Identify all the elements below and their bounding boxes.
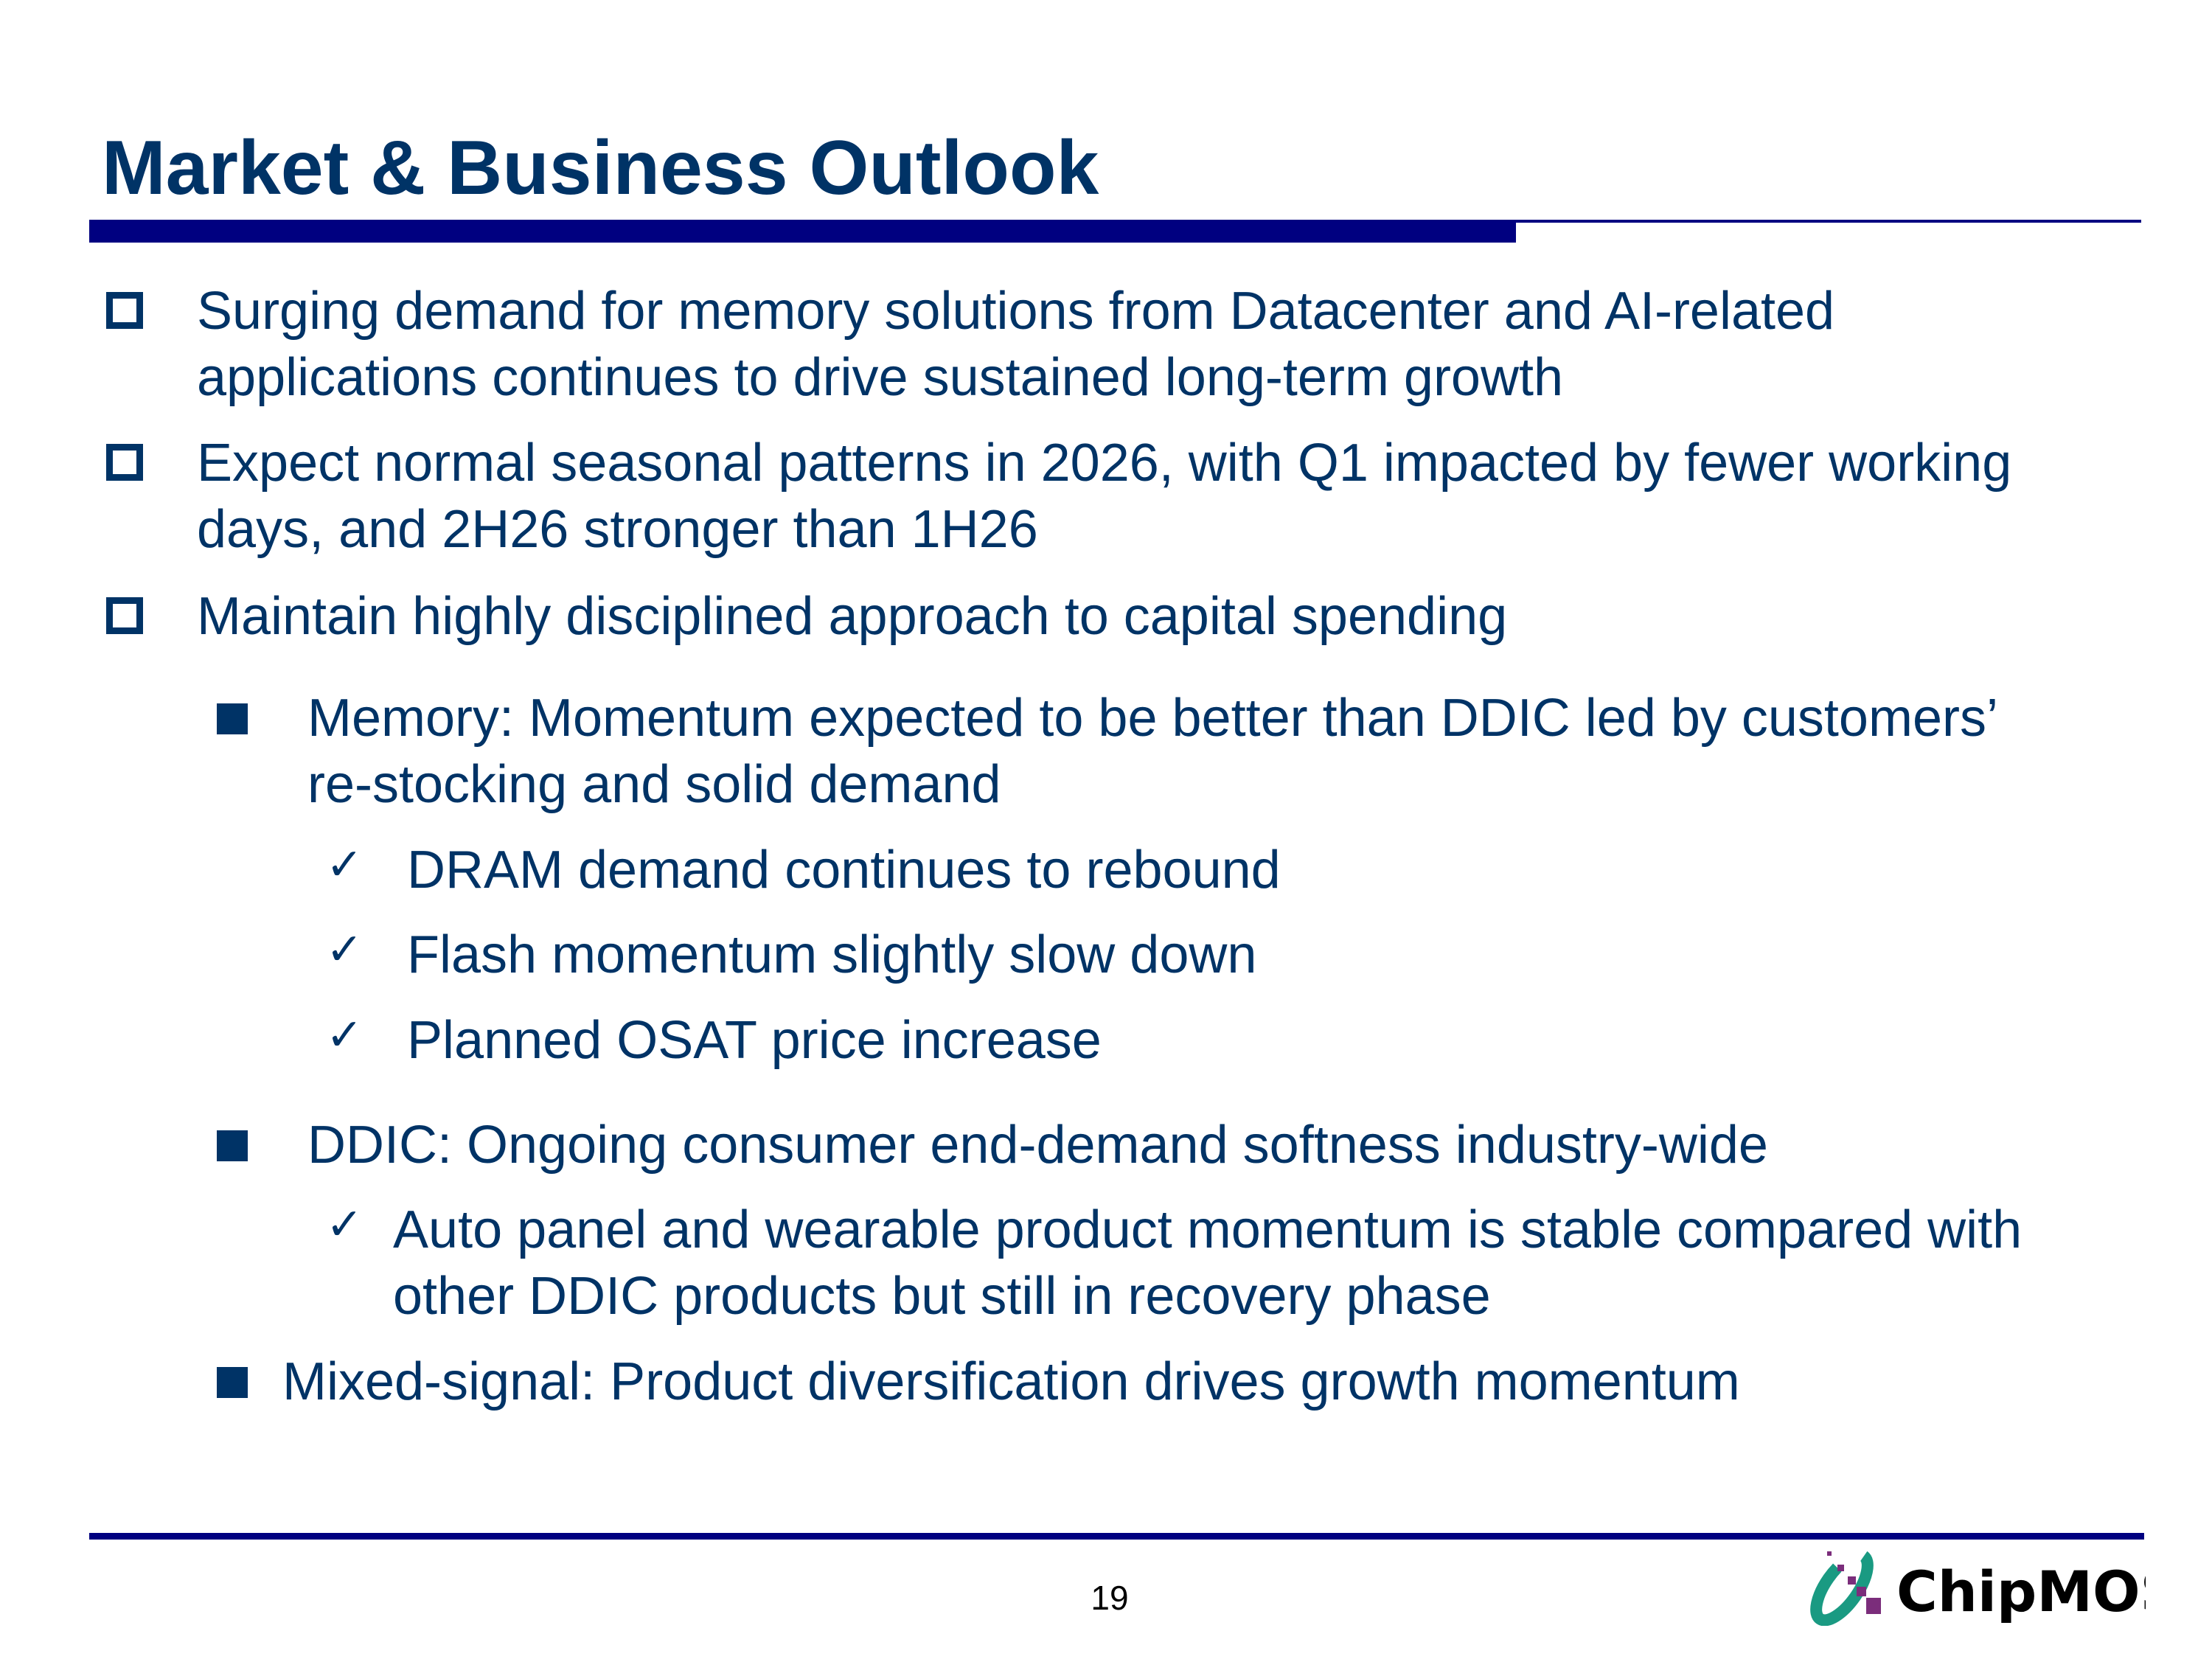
check-item: Flash momentum slightly slow down — [407, 925, 1257, 984]
bullet-line: Maintain highly disciplined approach to … — [197, 587, 1508, 646]
checkmark-icon: ✓ — [326, 839, 364, 891]
check-item: Auto panel and wearable product momentum… — [393, 1197, 2022, 1329]
bullet-line: Auto panel and wearable product momentum… — [393, 1200, 2023, 1259]
check-item: Planned OSAT price increase — [407, 1011, 1102, 1070]
bullet-item: Maintain highly disciplined approach to … — [197, 583, 1507, 650]
sub-bullet-item: Mixed-signal: Product diversification dr… — [282, 1352, 1740, 1411]
chipmos-logo: ChipMOS — [1810, 1548, 2146, 1626]
logo-text: ChipMOS — [1896, 1559, 2146, 1624]
logo-pixel — [1857, 1587, 1866, 1596]
logo-pixel — [1827, 1551, 1832, 1556]
bullet-line: other DDIC products but still in recover… — [393, 1267, 1491, 1326]
logo-pixel — [1866, 1598, 1881, 1614]
bullet-line: Surging demand for memory solutions from… — [197, 282, 1835, 341]
bullet-item: Expect normal seasonal patterns in 2026,… — [197, 430, 2011, 563]
checkmark-icon: ✓ — [326, 1199, 364, 1251]
sub-bullet-item: DDIC: Ongoing consumer end-demand softne… — [307, 1116, 1768, 1175]
filled-square-icon — [217, 1367, 248, 1398]
bullet-line: days, and 2H26 stronger than 1H26 — [197, 500, 1038, 559]
bullet-line: applications continues to drive sustaine… — [197, 348, 1564, 407]
filled-square-icon — [217, 1130, 248, 1161]
page-number: 19 — [1091, 1579, 1129, 1617]
logo-pixel — [1837, 1565, 1844, 1571]
logo-pixel — [1848, 1576, 1856, 1585]
title-underline-thin — [1516, 220, 2141, 223]
bullet-line: re-stocking and solid demand — [307, 755, 1001, 814]
bullet-line: Memory: Momentum expected to be better t… — [307, 689, 1998, 748]
bullet-item: Surging demand for memory solutions from… — [197, 278, 1834, 411]
bullet-line: Expect normal seasonal patterns in 2026,… — [197, 434, 2012, 493]
hollow-square-icon — [106, 444, 143, 481]
title-underline-thick — [89, 220, 1516, 243]
hollow-square-icon — [106, 597, 143, 634]
check-item: DRAM demand continues to rebound — [407, 841, 1281, 900]
checkmark-icon: ✓ — [326, 1009, 364, 1061]
sub-bullet-item: Memory: Momentum expected to be better t… — [307, 685, 1998, 818]
page-title: Market & Business Outlook — [102, 125, 1099, 211]
filled-square-icon — [217, 703, 248, 734]
footer-rule — [89, 1533, 2144, 1540]
checkmark-icon: ✓ — [326, 924, 364, 975]
hollow-square-icon — [106, 292, 143, 329]
